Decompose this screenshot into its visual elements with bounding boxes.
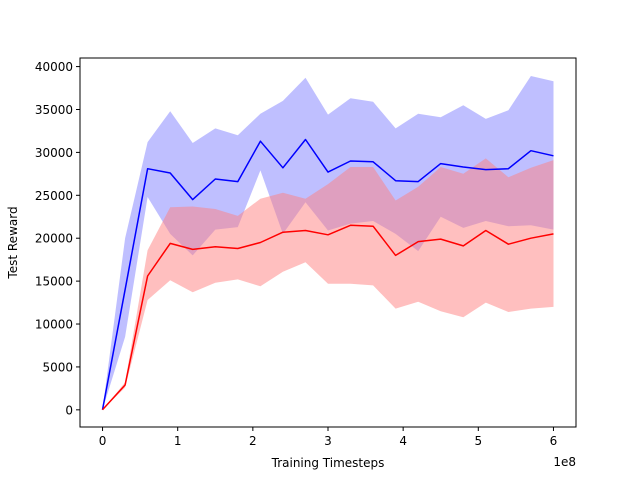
- x-tick-label: 6: [550, 434, 558, 448]
- y-axis-label: Test Reward: [6, 206, 20, 279]
- x-tick-label: 3: [324, 434, 332, 448]
- y-axis-ticks: 0 5000 10000 15000 20000 25000 30000 35000 40000: [35, 60, 80, 417]
- series-0-band: [102, 76, 554, 410]
- x-tick-label: 1: [174, 434, 182, 448]
- y-tick-label: 0: [65, 403, 73, 417]
- y-tick-label: 15000: [35, 275, 73, 289]
- x-axis-ticks: 0 1 2 3 4 5 6: [99, 427, 558, 448]
- y-tick-label: 10000: [35, 318, 73, 332]
- y-tick-label: 20000: [35, 232, 73, 246]
- x-axis-label: Training Timesteps: [271, 456, 385, 470]
- x-tick-label: 5: [474, 434, 482, 448]
- x-tick-label: 2: [249, 434, 257, 448]
- confidence-bands: [102, 76, 554, 410]
- series-0-line: [101, 138, 554, 410]
- y-tick-label: 30000: [35, 146, 73, 160]
- y-tick-label: 5000: [42, 360, 73, 374]
- series-1-line: [101, 224, 554, 411]
- x-tick-label: 4: [399, 434, 407, 448]
- y-tick-label: 40000: [35, 60, 73, 74]
- series-1-band: [102, 158, 554, 410]
- y-tick-label: 35000: [35, 103, 73, 117]
- x-axis-offset-label: 1e8: [553, 455, 576, 469]
- x-tick-label: 0: [99, 434, 107, 448]
- series-lines: [101, 138, 554, 411]
- y-tick-label: 25000: [35, 189, 73, 203]
